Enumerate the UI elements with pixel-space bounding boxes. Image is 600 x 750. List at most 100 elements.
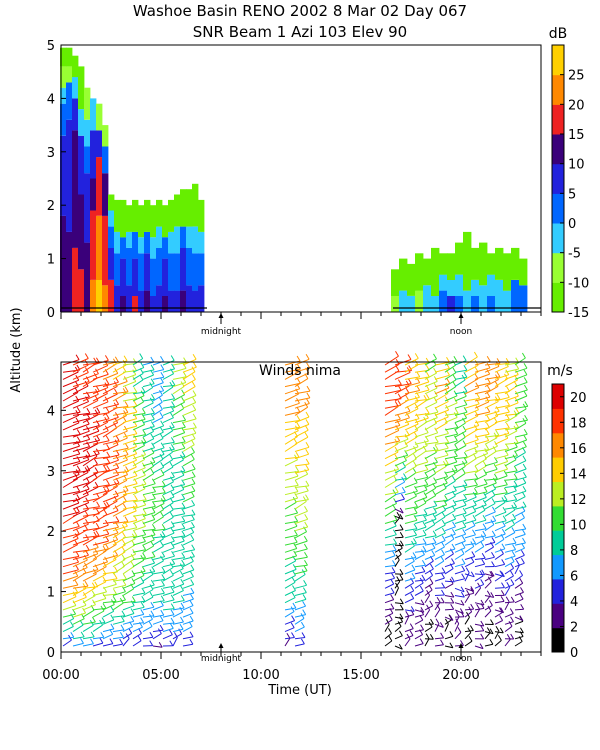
- snr-cell-16-3: [156, 199, 163, 227]
- wind-barb-feather-25-21: [492, 483, 497, 490]
- wind-barb-4-19: [102, 500, 118, 510]
- wind-barb-feather-4-3: [110, 614, 115, 621]
- wind-barb-23-33: [464, 403, 480, 409]
- wind-barb-feather-3-35: [104, 382, 109, 388]
- wind-barb-feather-1-9: [82, 567, 87, 574]
- wind-barb-feather-22-17: [462, 514, 467, 521]
- wind-barb-feather-26-20: [503, 495, 508, 501]
- wind-marker-label-noon: noon: [450, 654, 472, 664]
- wind-barb-27-21: [504, 490, 517, 496]
- wind-barb-feather-8-31: [150, 414, 155, 420]
- snr-cell-26-1: [407, 263, 416, 296]
- wind-barb-24-34: [474, 396, 491, 402]
- wind-barb-feather-23-34: [476, 393, 481, 399]
- wind-barb-feather-8-18: [151, 507, 156, 513]
- wind-barb-7-17: [132, 518, 146, 524]
- snr-cell-31-2: [447, 253, 456, 280]
- wind-barb-17-16: [404, 528, 418, 532]
- wind-barb-feather-2-15: [95, 530, 100, 536]
- wind-barb-28-33: [514, 405, 528, 409]
- snr-cell-6-3: [96, 130, 103, 158]
- wind-barb-feather-10-12: [171, 550, 176, 557]
- wind-barb-feather-1-36: [85, 376, 90, 382]
- wind-barb-28-9: [514, 575, 523, 582]
- wind-barb-27-7: [504, 587, 511, 596]
- wind-barb-11-25: [172, 459, 184, 467]
- wind-barb-9-12: [152, 556, 165, 560]
- wind-barb-9-2: [152, 629, 164, 633]
- wind-barb-feather-5-36: [123, 376, 128, 382]
- wind-barb-feather-13-7: [292, 585, 296, 591]
- wind-barb-21-12: [444, 553, 454, 560]
- wind-barb-13-34: [284, 393, 299, 402]
- wind-barb-25-24: [484, 468, 498, 474]
- wind-barb-11-35: [172, 386, 185, 395]
- wind-barb-feather-26-6: [500, 596, 505, 602]
- wind-barb-5-17: [112, 521, 129, 524]
- wind-barb-25-32: [484, 410, 500, 416]
- wind-barb-23-25: [464, 458, 477, 467]
- wind-barb-23-9: [464, 572, 470, 582]
- wind-barb-feather-12-18: [191, 509, 196, 515]
- wind-barb-feather-21-15: [451, 528, 456, 535]
- wind-barb-feather-15-23: [393, 468, 398, 475]
- wind-barb-feather-25-11: [491, 561, 496, 567]
- wind-barb-2-33: [82, 399, 99, 409]
- wind-barb-25-18: [484, 511, 496, 517]
- wind-barb-17-25: [404, 458, 417, 467]
- wind-barb-feather-6-3: [130, 616, 135, 622]
- wind-barb-6-15: [122, 535, 137, 539]
- wind-barb-14-19: [294, 501, 307, 510]
- wind-barb-feather-19-10: [429, 563, 434, 570]
- wind-barb-20-31: [434, 416, 449, 424]
- wind-barb-15-20: [384, 494, 397, 503]
- wind-barb-11-29: [172, 432, 185, 438]
- wind-barb-feather-6-38: [133, 365, 137, 371]
- wind-xtick-label-3: 15:00: [342, 668, 379, 683]
- wind-barb-7-38: [132, 367, 144, 373]
- wind-barb-feather-12-26: [191, 447, 195, 453]
- wind-barb-feather-5-27: [124, 442, 129, 449]
- wind-barb-21-13: [444, 548, 456, 553]
- wind-barb-feather-28-7: [520, 587, 524, 593]
- wind-barb-25-10: [484, 573, 495, 577]
- wind-barb-18-31: [414, 417, 429, 424]
- wind-barb-feather-12-25: [190, 454, 195, 460]
- wind-barb-14-36: [294, 378, 309, 388]
- wind-barb-feather-27-2: [508, 621, 513, 627]
- wind-barb-25-20: [484, 494, 496, 503]
- snr-cell-34-0: [471, 296, 480, 312]
- wind-barb-feather-0-37: [74, 366, 79, 373]
- wind-barb-feather-13-26: [295, 451, 300, 458]
- wind-barb-feather-17-16: [413, 523, 418, 530]
- wind-barb-feather-9-10: [161, 566, 166, 573]
- wind-barb-feather-27-30: [515, 422, 520, 428]
- snr-colorbar-tick-label-6: 15: [568, 128, 585, 143]
- wind-barb-feather-14-38: [306, 362, 311, 369]
- wind-barb-22-13: [454, 547, 466, 553]
- wind-barb-14-9: [294, 574, 306, 582]
- wind-barb-feather-14-13: [303, 543, 308, 550]
- wind-barb-24-32: [474, 411, 490, 416]
- snr-cell-1-1: [66, 119, 73, 232]
- wind-barb-feather-1-4: [82, 607, 87, 614]
- wind-barb-12-6: [182, 598, 194, 604]
- wind-barb-23-2: [464, 630, 474, 633]
- wind-barb-22-39: [454, 360, 467, 366]
- wind-barb-6-7: [122, 588, 134, 596]
- wind-barb-20-20: [434, 499, 448, 503]
- snr-cell-37-1: [495, 247, 504, 280]
- wind-barb-6-2: [122, 626, 133, 633]
- snr-cell-15-1: [150, 258, 157, 296]
- wind-barb-20-35: [434, 387, 450, 395]
- wind-barb-feather-26-1: [495, 626, 500, 632]
- wind-barb-feather-15-9: [391, 573, 396, 579]
- wind-barb-11-33: [172, 401, 185, 409]
- wind-barb-feather-10-17: [169, 512, 174, 518]
- wind-barb-19-36: [424, 380, 438, 388]
- wind-barb-18-1: [414, 634, 423, 640]
- wind-barb-27-6: [504, 601, 515, 604]
- snr-cell-11-1: [126, 247, 133, 286]
- wind-barb-25-15: [484, 535, 496, 539]
- wind-barb-5-26: [112, 454, 129, 460]
